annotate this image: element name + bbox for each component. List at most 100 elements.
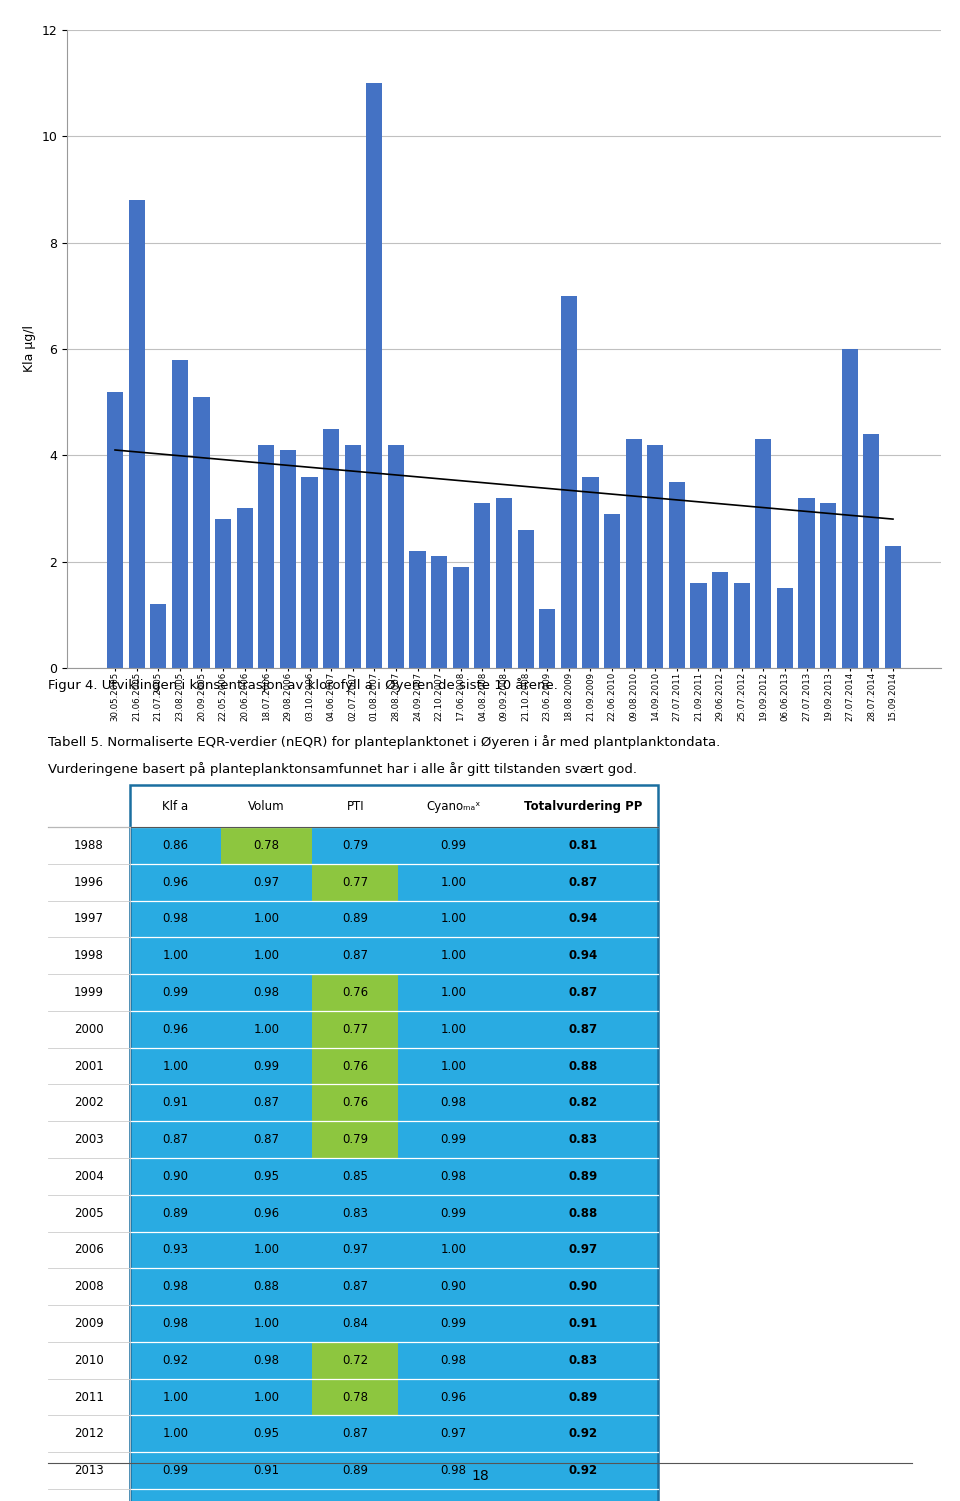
Text: 0.72: 0.72 (342, 1354, 369, 1367)
Bar (279, 450, 296, 668)
Bar (388, 444, 404, 668)
Text: 0.99: 0.99 (162, 986, 188, 1000)
Text: 0.87: 0.87 (342, 949, 369, 962)
Text: 0.98: 0.98 (253, 986, 279, 1000)
Text: 2004: 2004 (74, 1169, 104, 1183)
Bar (669, 482, 685, 668)
Text: 0.99: 0.99 (253, 1060, 279, 1073)
Text: 1.00: 1.00 (162, 1427, 188, 1441)
Text: 1988: 1988 (74, 839, 104, 853)
Text: 0.97: 0.97 (441, 1427, 467, 1441)
Bar (345, 444, 361, 668)
Text: 0.98: 0.98 (162, 1316, 188, 1330)
Text: 0.78: 0.78 (253, 839, 279, 853)
Text: 1.00: 1.00 (253, 913, 279, 926)
Text: 1.00: 1.00 (253, 1390, 279, 1403)
Text: 0.86: 0.86 (162, 839, 188, 853)
Bar (561, 296, 577, 668)
Text: 2005: 2005 (74, 1207, 104, 1220)
Text: 0.97: 0.97 (253, 875, 279, 889)
Text: 0.94: 0.94 (568, 949, 598, 962)
Text: 0.79: 0.79 (342, 1133, 369, 1147)
Text: 0.98: 0.98 (253, 1354, 279, 1367)
Bar (583, 476, 598, 668)
Text: 2008: 2008 (74, 1280, 104, 1294)
Text: 1.00: 1.00 (441, 1060, 467, 1073)
Text: 1.00: 1.00 (441, 1022, 467, 1036)
Text: 1999: 1999 (74, 986, 104, 1000)
Text: 0.89: 0.89 (568, 1390, 598, 1403)
Text: 0.89: 0.89 (162, 1207, 188, 1220)
Text: 0.89: 0.89 (342, 913, 369, 926)
Text: Cyanoₘₐˣ: Cyanoₘₐˣ (426, 800, 481, 812)
Bar (756, 440, 772, 668)
Bar (885, 546, 901, 668)
Text: 0.98: 0.98 (441, 1463, 467, 1477)
Text: 0.87: 0.87 (568, 875, 598, 889)
Text: 0.96: 0.96 (441, 1390, 467, 1403)
Bar (496, 498, 512, 668)
Text: 0.76: 0.76 (342, 1060, 369, 1073)
Text: 0.99: 0.99 (441, 1316, 467, 1330)
Bar (215, 519, 231, 668)
Text: 2003: 2003 (74, 1133, 104, 1147)
Text: 0.83: 0.83 (568, 1354, 598, 1367)
Text: 1.00: 1.00 (253, 949, 279, 962)
Text: 1.00: 1.00 (441, 875, 467, 889)
Y-axis label: Kla µg/l: Kla µg/l (23, 326, 36, 372)
Text: 0.99: 0.99 (441, 839, 467, 853)
Text: 0.87: 0.87 (253, 1096, 279, 1109)
Bar (474, 503, 491, 668)
Bar (453, 567, 468, 668)
Text: 0.99: 0.99 (162, 1463, 188, 1477)
Bar (647, 444, 663, 668)
Text: 0.90: 0.90 (441, 1280, 467, 1294)
Text: 0.88: 0.88 (568, 1207, 598, 1220)
Text: 0.93: 0.93 (162, 1243, 188, 1256)
Bar (863, 434, 879, 668)
Text: 0.90: 0.90 (162, 1169, 188, 1183)
Text: 0.99: 0.99 (441, 1133, 467, 1147)
Text: 2006: 2006 (74, 1243, 104, 1256)
Text: Totalvurdering PP: Totalvurdering PP (524, 800, 642, 812)
Text: Volum: Volum (248, 800, 285, 812)
Text: 0.89: 0.89 (342, 1463, 369, 1477)
Text: Klf a: Klf a (162, 800, 188, 812)
Text: 0.81: 0.81 (568, 839, 598, 853)
Text: 0.83: 0.83 (568, 1133, 598, 1147)
Text: 0.83: 0.83 (343, 1207, 368, 1220)
Text: 0.87: 0.87 (568, 986, 598, 1000)
Text: 2010: 2010 (74, 1354, 104, 1367)
Text: 0.92: 0.92 (568, 1463, 598, 1477)
Bar (323, 429, 339, 668)
Text: 18: 18 (471, 1469, 489, 1483)
Text: 0.87: 0.87 (253, 1133, 279, 1147)
Text: 0.97: 0.97 (568, 1243, 598, 1256)
Text: 0.92: 0.92 (162, 1354, 188, 1367)
Text: 0.78: 0.78 (342, 1390, 369, 1403)
Text: 0.94: 0.94 (568, 913, 598, 926)
Text: 0.79: 0.79 (342, 839, 369, 853)
Text: 0.85: 0.85 (343, 1169, 368, 1183)
Text: 0.91: 0.91 (568, 1316, 598, 1330)
Text: 0.98: 0.98 (441, 1096, 467, 1109)
Text: 2000: 2000 (74, 1022, 104, 1036)
Text: 1.00: 1.00 (253, 1022, 279, 1036)
Text: 0.77: 0.77 (342, 875, 369, 889)
Text: 0.87: 0.87 (342, 1427, 369, 1441)
Text: 0.76: 0.76 (342, 986, 369, 1000)
Text: Vurderingene basert på planteplanktonsamfunnet har i alle år gitt tilstanden svæ: Vurderingene basert på planteplanktonsam… (48, 763, 637, 776)
Text: 0.76: 0.76 (342, 1096, 369, 1109)
Text: 0.91: 0.91 (253, 1463, 279, 1477)
Text: 0.82: 0.82 (568, 1096, 598, 1109)
Text: 0.98: 0.98 (441, 1354, 467, 1367)
Text: 0.77: 0.77 (342, 1022, 369, 1036)
Text: 0.96: 0.96 (162, 875, 188, 889)
Text: 2012: 2012 (74, 1427, 104, 1441)
Text: 1.00: 1.00 (162, 949, 188, 962)
Bar (258, 444, 275, 668)
Text: 1.00: 1.00 (441, 949, 467, 962)
Text: 0.88: 0.88 (568, 1060, 598, 1073)
Bar (150, 603, 166, 668)
Bar (172, 360, 188, 668)
